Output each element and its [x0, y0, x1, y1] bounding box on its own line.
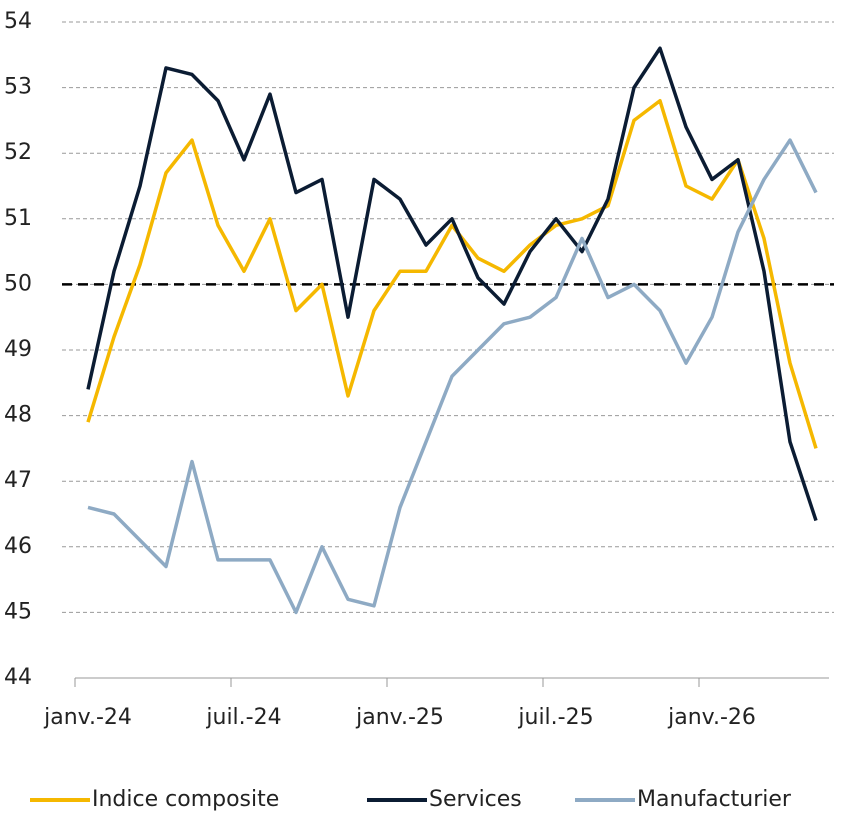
y-tick-label: 44 [4, 665, 32, 690]
series-line [87, 138, 818, 615]
y-tick-label: 53 [4, 75, 32, 100]
y-tick-label: 48 [4, 403, 32, 428]
y-tick-label: 45 [4, 599, 32, 624]
series-line [86, 46, 818, 522]
legend-label: Indice composite [92, 787, 279, 812]
legend-label: Manufacturier [637, 787, 792, 812]
x-tick-label: janv.-25 [355, 705, 444, 730]
y-tick-label: 54 [4, 9, 32, 34]
y-tick-label: 49 [4, 337, 32, 362]
y-tick-label: 50 [4, 271, 32, 296]
y-tick-label: 47 [4, 468, 32, 493]
x-tick-label: janv.-26 [667, 705, 756, 730]
legend-label: Services [429, 787, 522, 812]
series-line [86, 98, 818, 449]
y-tick-label: 51 [4, 206, 32, 231]
x-tick-label: juil.-25 [517, 705, 593, 730]
y-tick-label: 52 [4, 140, 32, 165]
x-tick-label: janv.-24 [43, 705, 132, 730]
x-tick-label: juil.-24 [205, 705, 281, 730]
y-tick-label: 46 [4, 534, 32, 559]
